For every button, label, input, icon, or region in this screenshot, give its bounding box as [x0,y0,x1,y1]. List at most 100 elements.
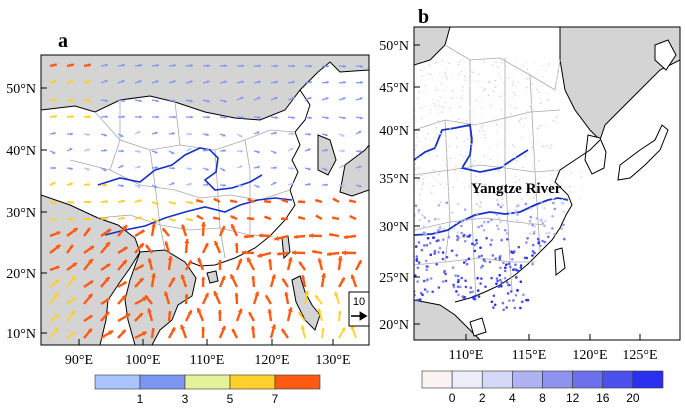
rain-gauge-station [460,181,463,184]
wind-vector-head [358,130,362,134]
wind-vector-head [257,96,261,100]
rain-gauge-station [464,187,466,190]
rain-gauge-station [416,167,419,170]
wind-vector-head [189,99,193,103]
rain-gauge-station [435,109,438,111]
rain-gauge-station [554,169,556,172]
rain-gauge-station [518,179,520,181]
rain-gauge-station [478,80,481,83]
rain-gauge-station [465,145,468,147]
rain-gauge-station [560,227,563,230]
wind-vector-head [350,274,356,280]
rain-gauge-station [472,216,476,220]
wind-vector-head [171,277,175,282]
panel-b-river-label: Yangtze River [471,181,562,197]
rain-gauge-station [436,154,438,157]
rain-gauge-station [494,192,497,195]
rain-gauge-station [565,187,568,190]
rain-gauge-station [427,72,430,75]
rain-gauge-station [511,83,514,86]
rain-gauge-station [421,131,424,134]
wind-vector-head [239,134,243,138]
rain-gauge-station [438,72,441,75]
rain-gauge-station [491,98,494,100]
rain-gauge-station [464,259,468,262]
rain-gauge-station [461,59,464,61]
rain-gauge-station [449,127,451,129]
panel-a-lat-tick-label: 10°N [6,327,36,342]
wind-vector-head [284,292,289,297]
rain-gauge-station [418,218,422,221]
panel-b-hainan [469,317,487,337]
wind-vector-head [312,249,316,254]
wind-vector-head [251,276,256,280]
wind-vector-head [240,96,244,100]
rain-gauge-station [421,147,424,149]
wind-vector-head [88,200,91,204]
rain-gauge-station [473,243,477,247]
rain-gauge-station [524,117,527,120]
rain-gauge-station [481,86,484,89]
panel-a-wind-vectors [49,63,364,340]
rain-gauge-station [416,298,420,302]
wind-vector-head [223,183,226,187]
wind-vector-head [274,235,280,241]
rain-gauge-station [556,177,559,180]
wind-vector-head [326,116,329,120]
rain-gauge-station [533,225,536,228]
panel-b-letter: b [418,6,430,28]
rain-gauge-station [414,149,417,151]
rain-gauge-station [495,121,498,124]
rain-gauge-station [450,249,454,252]
rain-gauge-station [420,75,423,78]
rain-gauge-station [501,301,505,305]
rain-gauge-station [526,193,529,196]
rain-gauge-station [484,285,487,289]
rain-gauge-station [498,75,501,78]
rain-gauge-station [471,242,474,246]
panel-a-colorbar-swatch [184,374,231,390]
rain-gauge-station [445,201,449,205]
wind-vector-head [237,308,243,314]
rain-gauge-station [455,254,459,257]
rain-gauge-station [447,235,451,239]
wind-vector-head [320,273,327,278]
rain-gauge-station [505,232,509,235]
rain-gauge-station [417,97,419,100]
rain-gauge-station [526,78,529,80]
wind-vector-head [138,216,142,220]
wind-vector-head [121,149,124,153]
rain-gauge-station [488,260,492,264]
wind-vector-head [259,233,263,238]
panel-b-korea [584,134,607,175]
rain-gauge-station [500,124,502,127]
rain-gauge-station [532,62,535,65]
rain-gauge-station [541,75,544,78]
rain-gauge-station [471,121,474,123]
rain-gauge-station [503,82,505,85]
rain-gauge-station [423,244,426,247]
rain-gauge-station [479,246,482,249]
rain-gauge-station [457,172,459,175]
rain-gauge-station [486,156,489,159]
rain-gauge-station [523,123,526,126]
rain-gauge-station [460,145,463,148]
panel-a-colorbar-label: 7 [272,392,279,406]
rain-gauge-station [547,93,550,96]
wind-vector-head [324,133,328,137]
wind-vector-head [230,215,234,219]
rain-gauge-station [516,288,519,292]
rain-gauge-station [478,205,482,208]
wind-vector-head [105,63,108,67]
rain-gauge-station [550,144,553,147]
wind-vector-head [274,166,277,170]
wind-vector-head [290,182,294,186]
rain-gauge-station [438,101,441,103]
wind-vector-head [56,231,61,236]
panel-b-lon-tick-label: 110°E [449,348,484,363]
rain-gauge-station [560,201,563,205]
rain-gauge-station [488,103,491,106]
wind-vector-head [120,165,124,169]
wind-vector-head [173,63,176,68]
wind-vector-head [139,63,142,67]
